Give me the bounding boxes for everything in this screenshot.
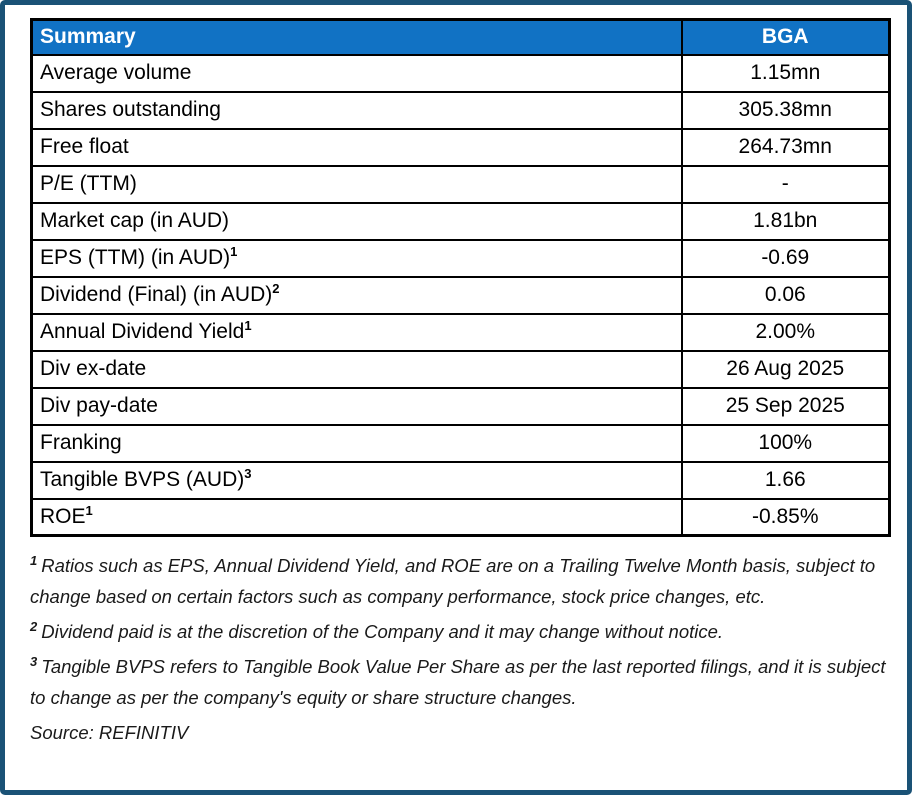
row-value: 1.15mn — [680, 53, 891, 93]
table-row: Average volume 1.15mn — [30, 53, 891, 93]
row-label: Dividend (Final) (in AUD)2 — [30, 275, 683, 315]
table-row: P/E (TTM) - — [30, 164, 891, 204]
row-value: -0.85% — [680, 497, 891, 537]
footnote-2-text: Dividend paid is at the discretion of th… — [41, 621, 724, 642]
footnote-1-marker: 1 — [30, 552, 38, 568]
table-row: ROE1 -0.85% — [30, 497, 891, 537]
table-row: Market cap (in AUD) 1.81bn — [30, 201, 891, 241]
row-label: Annual Dividend Yield1 — [30, 312, 683, 352]
table-row: Shares outstanding 305.38mn — [30, 90, 891, 130]
source-attribution: Source: REFINITIV — [30, 722, 189, 743]
footnote-3-marker: 3 — [30, 653, 38, 669]
summary-table: Summary BGA Average volume 1.15mn Shares… — [30, 18, 891, 537]
footnotes-section: 1 Ratios such as EPS, Annual Dividend Yie… — [30, 550, 890, 748]
row-value: 100% — [680, 423, 891, 463]
table-row: Div pay-date 25 Sep 2025 — [30, 386, 891, 426]
row-value: -0.69 — [680, 238, 891, 278]
row-value: 2.00% — [680, 312, 891, 352]
row-value: - — [680, 164, 891, 204]
row-label: Average volume — [30, 53, 683, 93]
table-row: Franking 100% — [30, 423, 891, 463]
footnote-3-text: Tangible BVPS refers to Tangible Book Va… — [30, 656, 886, 708]
row-label: ROE1 — [30, 497, 683, 537]
row-value: 25 Sep 2025 — [680, 386, 891, 426]
row-label: Tangible BVPS (AUD)3 — [30, 460, 683, 500]
header-summary: Summary — [30, 18, 683, 56]
footnote-3: 3 Tangible BVPS refers to Tangible Book V… — [30, 651, 890, 713]
row-value: 0.06 — [680, 275, 891, 315]
row-label: EPS (TTM) (in AUD)1 — [30, 238, 683, 278]
table-header-row: Summary BGA — [30, 18, 891, 56]
row-label: Shares outstanding — [30, 90, 683, 130]
row-label: P/E (TTM) — [30, 164, 683, 204]
row-value: 264.73mn — [680, 127, 891, 167]
table-row: Div ex-date 26 Aug 2025 — [30, 349, 891, 389]
row-label: Market cap (in AUD) — [30, 201, 683, 241]
table-row: Tangible BVPS (AUD)3 1.66 — [30, 460, 891, 500]
footnote-1-text: Ratios such as EPS, Annual Dividend Yiel… — [30, 555, 876, 607]
header-ticker: BGA — [680, 18, 891, 56]
footnote-2: 2 Dividend paid is at the discretion of t… — [30, 616, 890, 647]
row-label: Div ex-date — [30, 349, 683, 389]
row-value: 305.38mn — [680, 90, 891, 130]
table-row: Annual Dividend Yield1 2.00% — [30, 312, 891, 352]
row-value: 26 Aug 2025 — [680, 349, 891, 389]
table-row: EPS (TTM) (in AUD)1 -0.69 — [30, 238, 891, 278]
footnote-2-marker: 2 — [30, 618, 38, 634]
row-value: 1.81bn — [680, 201, 891, 241]
table-row: Dividend (Final) (in AUD)2 0.06 — [30, 275, 891, 315]
row-label: Div pay-date — [30, 386, 683, 426]
row-label: Franking — [30, 423, 683, 463]
row-label: Free float — [30, 127, 683, 167]
table-row: Free float 264.73mn — [30, 127, 891, 167]
footnote-1: 1 Ratios such as EPS, Annual Dividend Yie… — [30, 550, 890, 612]
row-value: 1.66 — [680, 460, 891, 500]
